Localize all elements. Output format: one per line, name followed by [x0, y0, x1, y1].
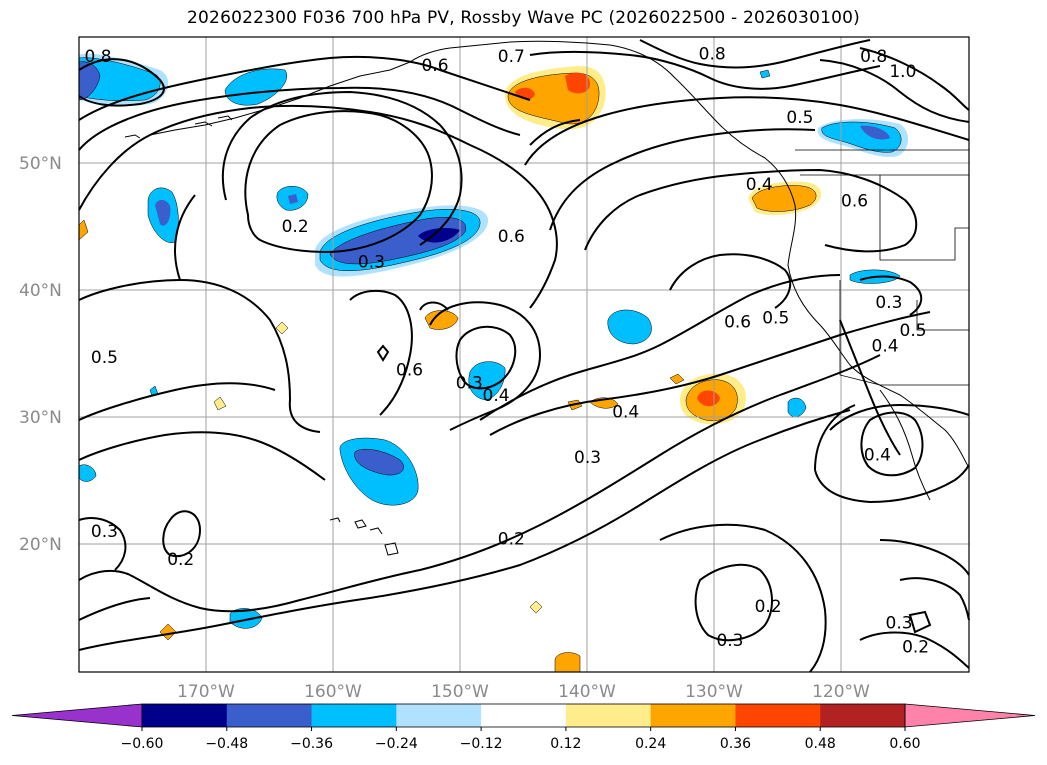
contour-label: 0.4 — [483, 386, 510, 406]
graticule — [79, 37, 969, 672]
contour-label: 0.3 — [886, 613, 913, 633]
contour-label: 0.2 — [498, 529, 525, 549]
colorbar-tick-label: 0.24 — [635, 736, 666, 752]
contour-label: 0.6 — [396, 361, 423, 381]
contour-labels: 0.8 0.70.60.8 0.81.00.50.40.60.20.30.60.6 0… — [85, 44, 930, 657]
contour-label: 0.3 — [716, 631, 743, 651]
colorbar-segment — [820, 704, 906, 727]
pv-anomaly-shading — [78, 53, 909, 673]
contour-label: 0.2 — [902, 637, 929, 657]
colorbar-tick-label: 0.12 — [550, 736, 581, 752]
map-frame — [78, 36, 970, 673]
longitude-labels: 170°W 160°W 150°W 140°W 130°W 120°W — [177, 682, 870, 702]
colorbar-segment — [481, 704, 567, 727]
contour-label: 0.8 — [85, 47, 112, 67]
colorbar: −0.60 −0.48 −0.36 −0.24 −0.12 0.12 0.24 0.36 0.4… — [11, 703, 1036, 752]
coastlines — [124, 40, 970, 556]
latitude-labels: 50°N 40°N 30°N 20°N — [19, 154, 62, 555]
contour-label: 0.6 — [841, 192, 868, 212]
lat-label-20n: 20°N — [19, 535, 62, 555]
colorbar-segment — [226, 704, 313, 727]
colorbar-tick-label: 0.60 — [889, 736, 920, 752]
contour-label: 0.5 — [91, 348, 118, 368]
colorbar-tick-label: 0.36 — [720, 736, 751, 752]
colorbar-segment — [142, 704, 228, 727]
lon-label-130w: 130°W — [685, 682, 743, 702]
contour-label: 0.5 — [900, 321, 927, 341]
colorbar-tick-label: 0.48 — [805, 736, 836, 752]
contour-label: 1.0 — [889, 62, 916, 82]
contour-label: 0.2 — [282, 217, 309, 237]
colorbar-frame — [141, 703, 906, 728]
contour-label: 0.4 — [612, 402, 639, 422]
contour-label: 0.5 — [786, 108, 813, 128]
lat-label-40n: 40°N — [19, 281, 62, 301]
contour-label: 0.8 — [699, 44, 726, 64]
lon-label-170w: 170°W — [177, 682, 235, 702]
colorbar-tick-label: −0.24 — [375, 736, 418, 752]
lon-label-140w: 140°W — [558, 682, 616, 702]
contour-label: 0.4 — [864, 446, 891, 466]
contour-label: 0.5 — [762, 308, 789, 328]
colorbar-segment — [396, 704, 482, 727]
colorbar-tick-label: −0.60 — [121, 736, 164, 752]
contour-label: 0.3 — [574, 448, 601, 468]
contour-label: 0.3 — [875, 293, 902, 313]
colorbar-segment — [650, 704, 736, 727]
map-panel: 0.8 0.70.60.8 0.81.00.50.40.60.20.30.60.6 0… — [78, 36, 970, 673]
contour-label: 0.4 — [746, 175, 773, 195]
lat-label-30n: 30°N — [19, 408, 62, 428]
lat-label-50n: 50°N — [19, 154, 62, 174]
lon-label-120w: 120°W — [812, 682, 870, 702]
colorbar-extend-max — [904, 703, 1036, 728]
contour-label: 0.6 — [724, 312, 751, 332]
lon-label-160w: 160°W — [304, 682, 362, 702]
contour-label: 0.2 — [167, 550, 194, 570]
contour-label: 0.3 — [358, 253, 385, 273]
contour-label: 0.6 — [421, 56, 448, 76]
colorbar-segment — [565, 704, 652, 727]
contour-label: 0.8 — [860, 47, 887, 67]
colorbar-tick-label: −0.12 — [460, 736, 503, 752]
contour-label: 0.3 — [456, 373, 483, 393]
pv-contours — [78, 39, 970, 673]
colorbar-segment — [735, 704, 821, 727]
colorbar-extend-min — [11, 703, 143, 728]
lon-label-150w: 150°W — [431, 682, 489, 702]
colorbar-segment — [311, 704, 397, 727]
map-title: 2026022300 F036 700 hPa PV, Rossby Wave … — [187, 8, 860, 28]
contour-label: 0.6 — [498, 227, 525, 247]
colorbar-tick-label: −0.36 — [290, 736, 333, 752]
contour-label: 0.2 — [755, 597, 782, 617]
contour-label: 0.7 — [498, 47, 525, 67]
colorbar-tick-label: −0.48 — [205, 736, 248, 752]
contour-label: 0.3 — [91, 522, 118, 542]
contour-label: 0.4 — [872, 336, 899, 356]
